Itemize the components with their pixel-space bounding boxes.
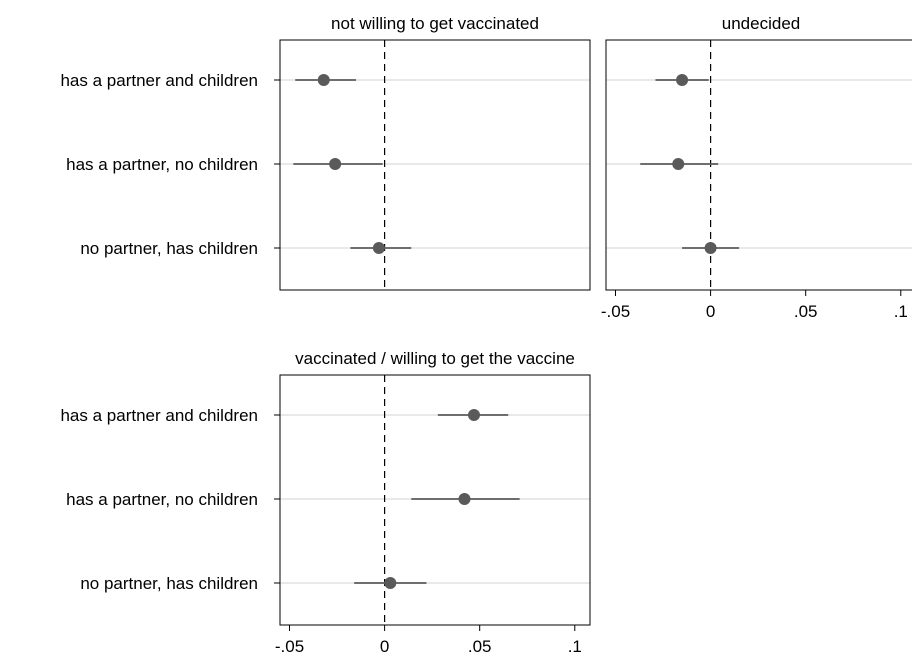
x-tick-label: 0 bbox=[706, 302, 715, 321]
point-estimate bbox=[317, 74, 330, 86]
panel-1: not willing to get vaccinated has a partn… bbox=[60, 14, 591, 291]
panel-content bbox=[606, 40, 912, 290]
x-tick-label: .05 bbox=[794, 302, 818, 321]
point-estimate bbox=[704, 242, 717, 254]
panel-content bbox=[280, 40, 590, 290]
panel-title: vaccinated / willing to get the vaccine bbox=[295, 349, 575, 368]
x-tick-label: .1 bbox=[568, 637, 582, 656]
x-tick-label: 0 bbox=[380, 637, 389, 656]
panel-2: undecided -.05 0 .05 .1 bbox=[601, 14, 912, 321]
point-estimate bbox=[372, 242, 385, 254]
y-tick-label: no partner, has children bbox=[80, 239, 258, 258]
x-tick-label: .1 bbox=[894, 302, 908, 321]
panel-content bbox=[280, 375, 590, 625]
x-tick-label: -.05 bbox=[275, 637, 304, 656]
panel-title: not willing to get vaccinated bbox=[331, 14, 539, 33]
point-estimate bbox=[676, 74, 689, 86]
x-tick-label: -.05 bbox=[601, 302, 630, 321]
panel-3: vaccinated / willing to get the vaccine h… bbox=[60, 349, 591, 656]
point-estimate bbox=[458, 493, 471, 505]
point-estimate bbox=[467, 409, 480, 421]
panel-frame bbox=[605, 39, 912, 291]
y-tick-label: has a partner and children bbox=[60, 406, 258, 425]
y-tick-label: has a partner, no children bbox=[66, 155, 258, 174]
panel-frame bbox=[279, 39, 591, 291]
y-tick-label: has a partner, no children bbox=[66, 490, 258, 509]
y-tick-label: no partner, has children bbox=[80, 574, 258, 593]
panel-frame bbox=[279, 374, 591, 626]
panel-title: undecided bbox=[722, 14, 800, 33]
y-tick-label: has a partner and children bbox=[60, 71, 258, 90]
x-tick-label: .05 bbox=[468, 637, 492, 656]
point-estimate bbox=[672, 158, 685, 170]
point-estimate bbox=[384, 577, 397, 589]
point-estimate bbox=[329, 158, 342, 170]
